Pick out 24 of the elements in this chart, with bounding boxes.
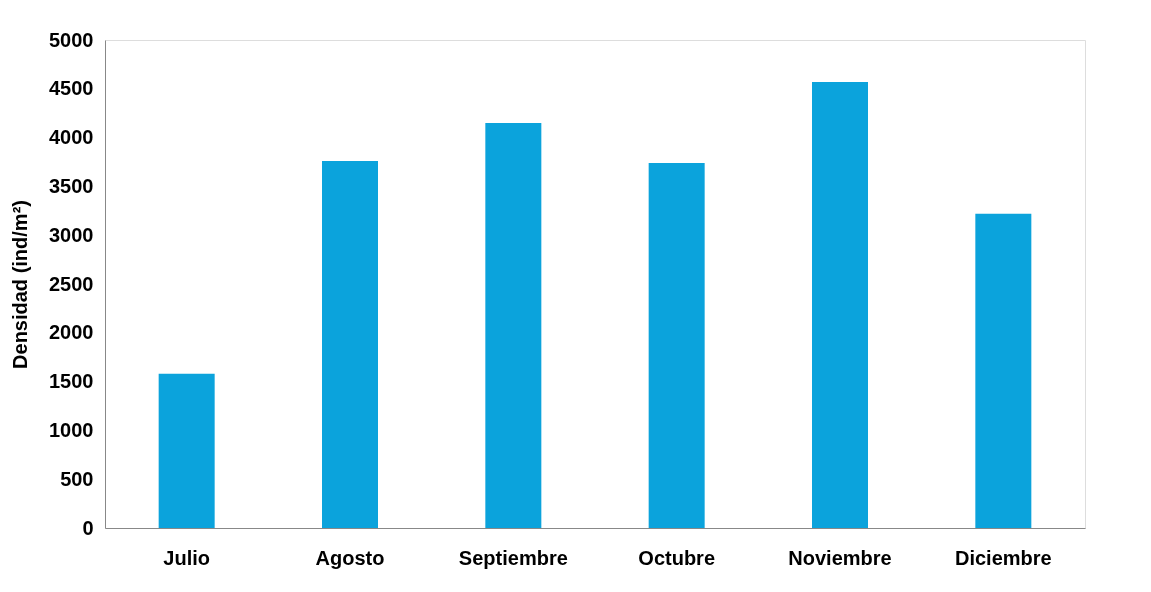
bar [812,81,868,528]
x-tick-label: Julio [163,546,210,569]
y-tick-label: 3500 [49,174,94,197]
x-tick-label: Diciembre [954,546,1052,569]
y-tick-label: 500 [60,467,94,490]
x-tick-label: Agosto [315,546,385,569]
y-tick-label: 2500 [49,272,94,295]
x-tick-label: Noviembre [788,546,892,569]
bar [485,122,542,528]
y-tick-label: 3000 [49,223,94,246]
bar [975,213,1032,528]
y-tick-label: 1500 [49,370,94,393]
bar [322,161,378,528]
x-tick-label: Octubre [638,546,716,569]
bar [648,162,705,528]
y-tick-label: 0 [82,516,94,539]
y-tick-label: 2000 [49,321,94,344]
bar [158,373,215,528]
x-tick-label: Septiembre [458,546,568,569]
y-tick-label: 4000 [49,126,94,149]
y-tick-label: 5000 [49,28,94,51]
y-tick-label: 1000 [49,418,94,441]
y-axis-title: Densidad (ind/m²) [9,200,32,369]
y-tick-label: 4500 [49,77,94,100]
